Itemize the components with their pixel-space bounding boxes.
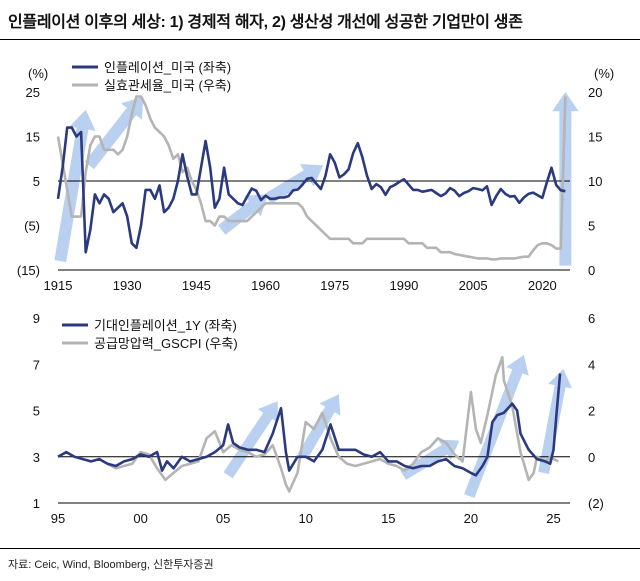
series-lines: [56, 95, 567, 261]
x-tick-label: 10: [299, 511, 313, 526]
trend-arrow: [400, 439, 460, 480]
legend: 기대인플레이션_1Y (좌축) 공급망압력_GSCPI (우축): [62, 318, 238, 351]
x-tick-label: 15: [381, 511, 395, 526]
x-tick-label: 1915: [44, 278, 73, 293]
trend-arrow: [54, 109, 96, 263]
x-tick-label: 25: [546, 511, 560, 526]
footer-divider: [0, 548, 640, 549]
x-tick-label: 1960: [251, 278, 280, 293]
y-right-tick-label: 20: [588, 85, 602, 100]
y-right-tick-label: 0: [588, 450, 595, 465]
y-left-tick-label: 3: [33, 450, 40, 465]
x-tick-label: 1945: [182, 278, 211, 293]
trend-arrow: [223, 401, 278, 479]
y-right-tick-label: 15: [588, 130, 602, 145]
trend-arrows: [54, 92, 579, 266]
x-tick-label: 2005: [459, 278, 488, 293]
x-tick-label: 20: [464, 511, 478, 526]
axis-lines: [58, 456, 570, 504]
y-left-tick-label: 15: [26, 130, 40, 145]
y-right-tick-label: 10: [588, 174, 602, 189]
legend-label: 공급망압력_GSCPI (우축): [94, 336, 238, 351]
y-right-tick-label: 6: [588, 311, 595, 326]
legend-label: 기대인플레이션_1Y (좌축): [94, 318, 237, 333]
x-tick-label: 05: [216, 511, 230, 526]
series-lines: [57, 356, 562, 493]
trend-arrow: [84, 96, 144, 170]
series-line-1: [57, 373, 562, 477]
y-right-tick-label: (2): [588, 496, 604, 511]
x-tick-label: 1975: [320, 278, 349, 293]
trend-arrow: [464, 355, 529, 498]
x-tick-label: 2020: [528, 278, 557, 293]
x-tick-label: 00: [133, 511, 147, 526]
tick-labels: 25 15 5 (5) (15) 20 15 10 5 0 1915 1930 1945 1960 1975…: [17, 66, 614, 293]
y-right-tick-label: 0: [588, 263, 595, 278]
trend-arrow: [264, 164, 324, 204]
chart-inflation-tariff: 25 15 5 (5) (15) 20 15 10 5 0 1915 1930 1945 1960 1975…: [17, 60, 614, 293]
y-right-tick-label: 5: [588, 219, 595, 234]
x-tick-label: 1990: [389, 278, 418, 293]
y-left-tick-label: (15): [17, 263, 40, 278]
y-left-tick-label: 1: [33, 496, 40, 511]
axis-lines: [58, 180, 570, 271]
y-left-tick-label: 9: [33, 311, 40, 326]
legend: 인플레이션_미국 (좌축) 실효관세율_미국 (우축): [72, 60, 231, 93]
y-right-unit: (%): [594, 66, 614, 81]
y-left-tick-label: 7: [33, 357, 40, 372]
series-line-2: [56, 95, 567, 261]
y-right-tick-label: 4: [588, 357, 595, 372]
source-note: 자료: Ceic, Wind, Bloomberg, 신한투자증권: [8, 559, 214, 571]
y-left-tick-label: 5: [33, 404, 40, 419]
y-left-tick-label: 25: [26, 85, 40, 100]
page-title: 인플레이션 이후의 세상: 1) 경제적 해자, 2) 생산성 개선에 성공한 …: [8, 14, 523, 31]
x-tick-label: 1930: [113, 278, 142, 293]
legend-label: 실효관세율_미국 (우축): [104, 78, 231, 93]
title-divider: [0, 39, 640, 40]
series-line-2: [106, 356, 559, 493]
legend-label: 인플레이션_미국 (좌축): [104, 60, 231, 75]
trend-arrow: [218, 194, 268, 235]
y-left-tick-label: 5: [33, 174, 40, 189]
y-right-tick-label: 2: [588, 404, 595, 419]
y-left-tick-label: (5): [24, 219, 40, 234]
trend-arrow: [552, 92, 579, 266]
trend-arrow: [297, 394, 341, 460]
x-tick-label: 95: [51, 511, 65, 526]
y-left-unit: (%): [28, 66, 48, 81]
series-line-1: [56, 126, 566, 254]
